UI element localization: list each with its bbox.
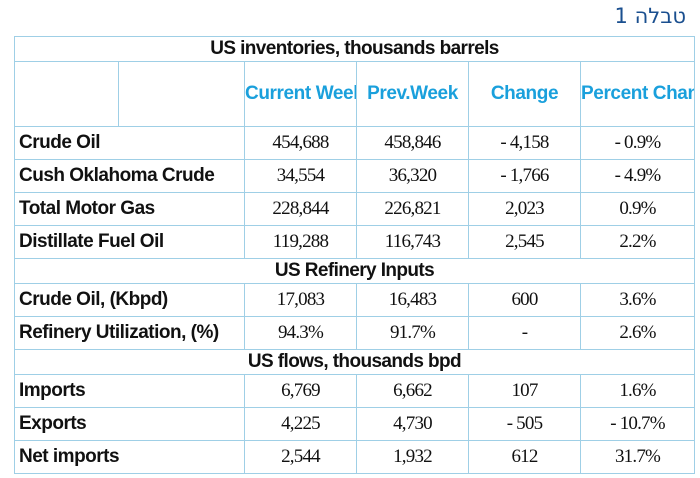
cell-change: - 1,766 (468, 159, 581, 193)
section-header-refinery: US Refinery Inputs (13, 258, 696, 284)
col-header-percent-change: Percent Change (579, 61, 696, 127)
cell-current: 119,288 (244, 225, 357, 259)
cell-previous: 36,320 (356, 159, 469, 193)
cell-percent: - 0.9% (579, 126, 696, 160)
cell-previous: 1,932 (356, 440, 469, 474)
table-row: Crude Oil, (Kbpd) 17,083 16,483 600 3.6% (14, 283, 696, 317)
table-row: Cush Oklahoma Crude 34,554 36,320 - 1,76… (14, 159, 696, 193)
cell-percent: 3.6% (579, 283, 696, 317)
row-label: Refinery Utilization, (%) (14, 316, 245, 350)
row-label: Crude Oil (14, 126, 245, 160)
cell-change: 2,023 (468, 192, 581, 226)
table-row: Refinery Utilization, (%) 94.3% 91.7% - … (14, 316, 696, 350)
cell-previous: 16,483 (356, 283, 469, 317)
cell-previous: 4,730 (356, 407, 469, 441)
table-row: Imports 6,769 6,662 107 1.6% (14, 374, 696, 408)
empty-header-cell (118, 61, 245, 127)
cell-percent: - 10.7% (579, 407, 696, 441)
cell-current: 2,544 (244, 440, 357, 474)
cell-current: 94.3% (244, 316, 357, 350)
cell-current: 34,554 (244, 159, 357, 193)
cell-change: - 4,158 (468, 126, 581, 160)
cell-percent: 1.6% (579, 374, 696, 408)
section-header-inventories: US inventories, thousands barrels (13, 36, 696, 62)
table-row: Net imports 2,544 1,932 612 31.7% (14, 440, 696, 474)
col-header-change: Change (468, 61, 581, 127)
row-label: Cush Oklahoma Crude (14, 159, 245, 193)
cell-current: 454,688 (244, 126, 357, 160)
row-label: Net imports (14, 440, 245, 474)
cell-change: 107 (468, 374, 581, 408)
cell-previous: 226,821 (356, 192, 469, 226)
table-row: Exports 4,225 4,730 - 505 - 10.7% (14, 407, 696, 441)
cell-percent: 2.2% (579, 225, 696, 259)
cell-previous: 458,846 (356, 126, 469, 160)
cell-current: 17,083 (244, 283, 357, 317)
row-label: Exports (14, 407, 245, 441)
cell-current: 228,844 (244, 192, 357, 226)
cell-change: - (468, 316, 581, 350)
cell-change: - 505 (468, 407, 581, 441)
cell-previous: 116,743 (356, 225, 469, 259)
row-label: Total Motor Gas (14, 192, 245, 226)
section-title: US inventories, thousands barrels (13, 36, 696, 62)
section-title: US flows, thousands bpd (13, 349, 696, 375)
empty-header-cell (14, 61, 119, 127)
cell-percent: - 4.9% (579, 159, 696, 193)
section-header-flows: US flows, thousands bpd (13, 349, 696, 375)
table-row: Distillate Fuel Oil 119,288 116,743 2,54… (14, 225, 696, 259)
column-header-row: Current Week Prev.Week Change Percent Ch… (14, 61, 696, 127)
cell-change: 2,545 (468, 225, 581, 259)
cell-change: 612 (468, 440, 581, 474)
row-label: Imports (14, 374, 245, 408)
section-title: US Refinery Inputs (13, 258, 696, 284)
oil-inventories-table: US inventories, thousands barrels Curren… (13, 36, 696, 474)
col-header-current-week: Current Week (244, 61, 357, 127)
cell-previous: 6,662 (356, 374, 469, 408)
cell-current: 4,225 (244, 407, 357, 441)
table-row: Crude Oil 454,688 458,846 - 4,158 - 0.9% (14, 126, 696, 160)
col-header-prev-week: Prev.Week (356, 61, 469, 127)
cell-previous: 91.7% (356, 316, 469, 350)
row-label: Distillate Fuel Oil (14, 225, 245, 259)
cell-change: 600 (468, 283, 581, 317)
cell-percent: 2.6% (579, 316, 696, 350)
cell-percent: 31.7% (579, 440, 696, 474)
cell-percent: 0.9% (579, 192, 696, 226)
table-caption: טבלה 1 (614, 4, 686, 28)
table-row: Total Motor Gas 228,844 226,821 2,023 0.… (14, 192, 696, 226)
row-label: Crude Oil, (Kbpd) (14, 283, 245, 317)
cell-current: 6,769 (244, 374, 357, 408)
